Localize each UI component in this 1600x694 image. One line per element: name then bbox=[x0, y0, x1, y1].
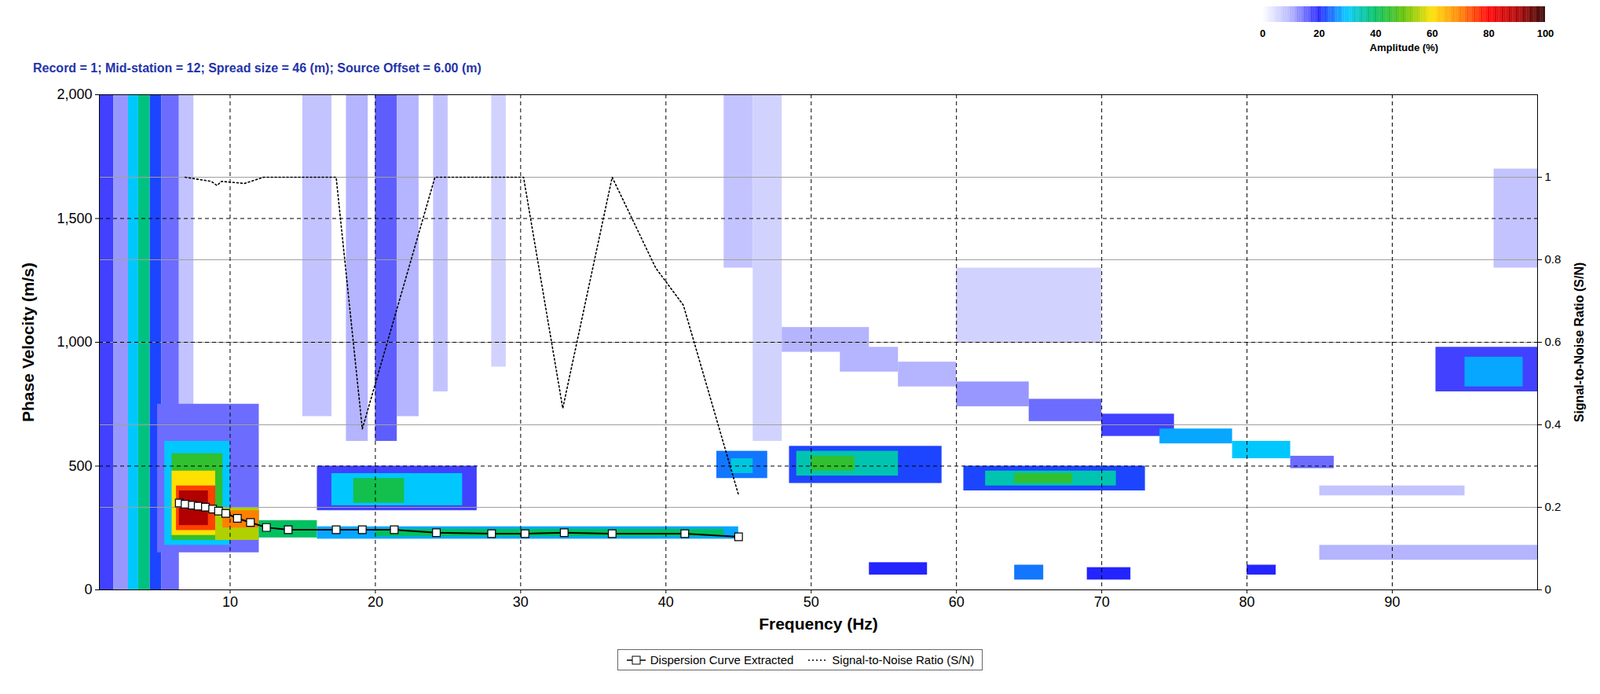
svg-text:50: 50 bbox=[803, 593, 820, 610]
svg-text:60: 60 bbox=[1426, 27, 1438, 40]
svg-text:70: 70 bbox=[1094, 593, 1110, 610]
svg-text:0: 0 bbox=[1545, 582, 1552, 596]
svg-text:Amplitude (%): Amplitude (%) bbox=[1369, 41, 1439, 54]
svg-text:0.8: 0.8 bbox=[1545, 252, 1562, 266]
svg-text:90: 90 bbox=[1384, 593, 1401, 610]
svg-text:80: 80 bbox=[1239, 593, 1256, 610]
svg-text:40: 40 bbox=[1369, 27, 1381, 40]
svg-text:Frequency (Hz): Frequency (Hz) bbox=[758, 614, 879, 633]
svg-text:2,000: 2,000 bbox=[56, 86, 92, 103]
svg-text:40: 40 bbox=[658, 593, 674, 610]
svg-text:Phase Velocity (m/s): Phase Velocity (m/s) bbox=[18, 262, 37, 422]
svg-text:Signal-to-Noise Ratio (S/N): Signal-to-Noise Ratio (S/N) bbox=[1572, 262, 1586, 423]
svg-text:500: 500 bbox=[68, 457, 92, 474]
svg-text:80: 80 bbox=[1482, 27, 1494, 40]
svg-text:10: 10 bbox=[222, 593, 238, 610]
svg-text:1,000: 1,000 bbox=[56, 333, 92, 350]
html-text:Signal-to-Noise Ratio (S/N): Signal-to-Noise Ratio (S/N) bbox=[832, 652, 975, 667]
svg-text:0.2: 0.2 bbox=[1545, 499, 1562, 513]
svg-text:20: 20 bbox=[1313, 27, 1325, 40]
svg-text:20: 20 bbox=[367, 593, 384, 610]
svg-text:100: 100 bbox=[1537, 27, 1555, 40]
html-text:Record = 1; Mid-station = 12;: Record = 1; Mid-station = 12; Spread siz… bbox=[32, 61, 482, 75]
svg-text:0: 0 bbox=[84, 581, 92, 597]
svg-text:1,500: 1,500 bbox=[56, 210, 92, 227]
svg-text:0: 0 bbox=[1259, 27, 1266, 40]
svg-text:0.4: 0.4 bbox=[1545, 417, 1562, 431]
svg-text:0.6: 0.6 bbox=[1545, 334, 1562, 348]
svg-text:30: 30 bbox=[512, 593, 529, 610]
svg-text:60: 60 bbox=[948, 593, 965, 610]
svg-text:1: 1 bbox=[1545, 169, 1552, 184]
html-text:Dispersion Curve Extracted: Dispersion Curve Extracted bbox=[650, 652, 794, 667]
